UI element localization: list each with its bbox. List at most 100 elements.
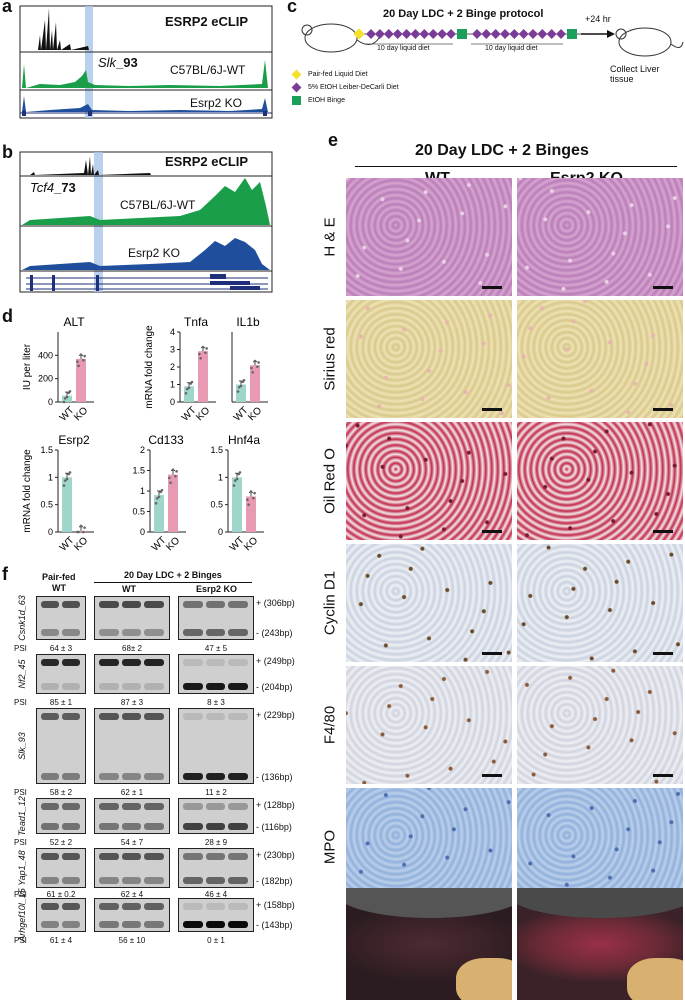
psi-value: 47 ± 5 (204, 644, 228, 653)
gel-band-upper (41, 903, 59, 910)
etoh-diet-diamond (419, 29, 430, 39)
data-point (168, 476, 171, 480)
gel-band-upper (228, 659, 248, 666)
gel-band-lower (183, 921, 203, 928)
gel-gene-label: Yap1_48 (17, 850, 27, 886)
psi-value: 0 ± 1 (207, 936, 225, 945)
collect-label: Collect Liver tissue (610, 64, 660, 84)
panel-e: e 20 Day LDC + 2 Binges WT Esrp2 KO H & … (285, 130, 685, 1003)
segment-label-1: 10 day liquid diet (377, 45, 430, 52)
panel-a-gene-label: Slk_93 (98, 55, 138, 70)
gel-band-upper (205, 659, 226, 666)
category-label: KO (72, 405, 90, 423)
header-ko: Esrp2 KO (196, 584, 238, 594)
gel-band-lower (62, 773, 80, 780)
mouse-icon-left (301, 23, 380, 53)
category-label: KO (194, 405, 212, 423)
gel-band-upper (62, 853, 80, 860)
data-point (79, 353, 83, 356)
data-point (65, 477, 69, 481)
gel-band-upper (228, 903, 248, 910)
protocol-title: 20 Day LDC + 2 Binge protocol (383, 8, 544, 20)
histology-image-ko (517, 788, 683, 906)
scale-bar (653, 530, 673, 533)
y-tick-label: 0.5 (210, 500, 223, 510)
chart-title: IL1b (236, 315, 260, 329)
gel-gene-label: Arhgef10l_15 (17, 888, 27, 942)
gel-band-upper (41, 659, 59, 666)
gel-band-upper (205, 853, 226, 860)
gel-image (36, 708, 86, 784)
data-point (232, 484, 236, 487)
data-point (256, 365, 259, 368)
gel-band-upper (183, 903, 203, 910)
data-point (63, 397, 67, 400)
gel-band-lower (121, 773, 142, 780)
histology-image-ko (517, 178, 683, 296)
psi-value: 46 ± 4 (204, 890, 228, 899)
gel-band-upper (144, 601, 164, 608)
data-point (204, 351, 207, 354)
bar (246, 496, 256, 532)
gel-band-lower (183, 773, 203, 780)
panel-letter-e: e (328, 130, 339, 150)
y-tick-label: 1.5 (210, 445, 223, 455)
etoh-diet-diamond (490, 29, 501, 39)
data-point (252, 496, 255, 500)
band-size-lower: - (182bp) (256, 876, 293, 886)
data-point (246, 498, 249, 502)
gel-band-lower (121, 921, 142, 928)
psi-value: 61 ± 0.2 (46, 890, 76, 899)
gel-band-lower (41, 683, 59, 690)
data-point (233, 479, 237, 482)
etoh-diet-diamond (383, 29, 394, 39)
gel-band-upper (62, 713, 80, 720)
panel-a-tracks (19, 5, 273, 119)
gel-image (178, 708, 254, 784)
data-point (157, 495, 161, 499)
etoh-diet-diamonds-1 (366, 29, 456, 39)
data-point (247, 503, 250, 506)
gel-band-lower (205, 823, 226, 830)
histology-image-wt (346, 178, 512, 296)
gel-gene-label: Tead1_12 (17, 796, 27, 836)
gel-band-upper (183, 713, 203, 720)
panel-d: d ALT 0 200 400 IU per liter WT KO Tnfa 0 1 2 3 4 mRN… (0, 306, 285, 555)
data-point (249, 490, 253, 493)
header-ldc: 20 Day LDC + 2 Binges (124, 570, 222, 580)
gel-band-lower (121, 629, 142, 636)
y-tick-label: 0.5 (40, 500, 53, 510)
bar (62, 395, 72, 402)
gel-band-upper (144, 659, 164, 666)
gel-band-upper (62, 659, 80, 666)
gel-image (94, 654, 170, 694)
psi-value: 62 ± 4 (120, 890, 144, 899)
data-point (185, 387, 189, 391)
panel-b-eclip-label: ESRP2 eCLIP (165, 154, 249, 169)
gel-band-lower (144, 877, 164, 884)
gel-band-lower (205, 629, 226, 636)
gel-band-lower (228, 683, 248, 690)
category-label: KO (246, 405, 264, 423)
data-point (251, 370, 254, 374)
scale-bar (482, 408, 502, 411)
bar (62, 477, 72, 532)
gel-band-upper (144, 903, 164, 910)
etoh-diet-diamonds-2 (472, 29, 566, 39)
etoh-diet-diamond (410, 29, 421, 39)
chart-title: Hnf4a (228, 433, 260, 447)
etoh-diet-diamond (509, 29, 520, 39)
panel-a-track-ko: Esrp2 KO (190, 96, 243, 110)
gel-band-lower (144, 823, 164, 830)
scale-bar (482, 652, 502, 655)
psi-value: 11 ± 2 (205, 788, 227, 797)
gel-band-lower (99, 629, 119, 636)
scale-bar (482, 774, 502, 777)
gel-image (94, 848, 170, 888)
gel-band-upper (228, 713, 248, 720)
gel-band-upper (183, 659, 203, 666)
gel-band-lower (205, 877, 226, 884)
gel-image (178, 596, 254, 640)
y-tick-label: 2 (170, 362, 175, 372)
